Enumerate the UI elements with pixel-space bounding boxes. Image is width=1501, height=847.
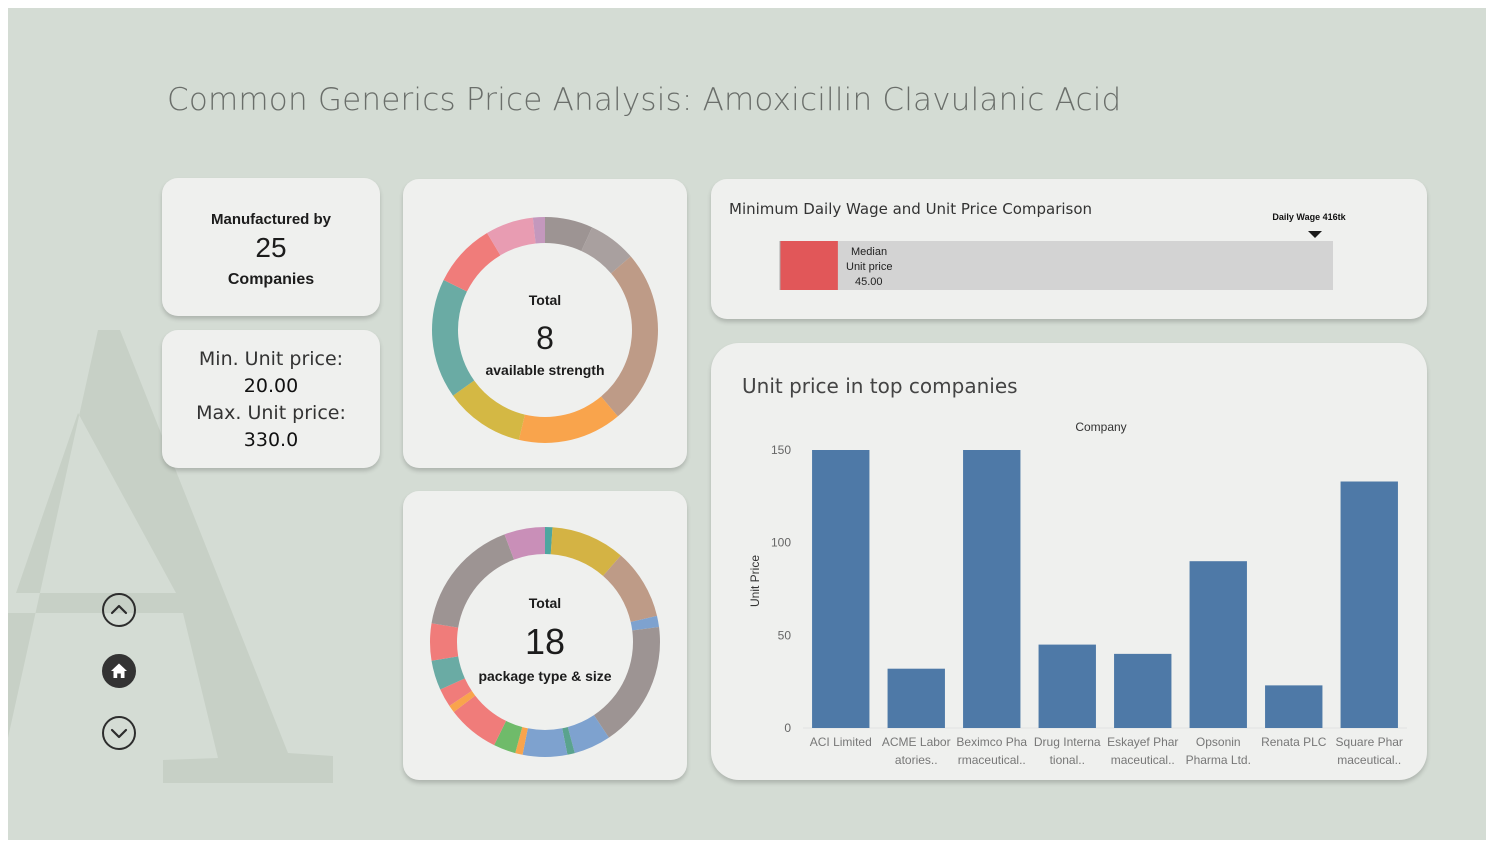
x-tick-label: rmaceutical.. [958, 753, 1026, 767]
package-donut-card: Total 18 package type & size [403, 491, 687, 780]
strength-donut-segment[interactable] [432, 280, 475, 396]
y-tick-label: 50 [778, 628, 792, 642]
package-donut-segment[interactable] [567, 715, 609, 754]
scroll-down-button[interactable] [102, 716, 136, 750]
home-button[interactable] [102, 654, 136, 688]
package-donut-segment[interactable] [562, 727, 575, 755]
package-donut-segment[interactable] [550, 527, 621, 576]
company-price-bar[interactable] [1265, 685, 1323, 728]
company-price-bar[interactable] [963, 450, 1021, 728]
package-donut-segment[interactable] [522, 728, 568, 757]
company-price-bar[interactable] [1038, 644, 1096, 728]
strength-donut-segment[interactable] [581, 227, 631, 274]
strength-donut-card: Total 8 available strength [403, 179, 687, 468]
x-tick-label: Beximco Pha [956, 735, 1027, 749]
max-price-label: Max. Unit price: [196, 402, 346, 424]
package-count: 18 [524, 621, 566, 662]
median-label-line2: Unit price [846, 261, 892, 273]
unit-price-bar-chart: Company Unit Price 0 50 100 150 ACI Limited ACM… [748, 420, 1407, 767]
strength-donut-segment[interactable] [443, 232, 501, 292]
x-tick-label: Renata PLC [1261, 735, 1327, 749]
y-axis-title: Unit Price [748, 555, 762, 607]
strength-donut-segment[interactable] [601, 256, 658, 417]
dashboard-canvas: Common Generics Price Analysis: Amoxicil… [8, 8, 1486, 840]
company-price-bar[interactable] [887, 668, 945, 728]
median-price-bar [780, 241, 838, 290]
daily-wage-marker [1307, 231, 1322, 238]
strength-donut-chart [432, 217, 658, 443]
min-price-value: 20.00 [243, 375, 299, 397]
company-price-bar[interactable] [1189, 561, 1247, 728]
y-tick-label: 100 [771, 536, 791, 550]
strength-donut-segment[interactable] [487, 217, 536, 256]
x-tick-label: tional.. [1050, 753, 1085, 767]
company-price-bar[interactable] [812, 450, 870, 728]
package-donut-segment[interactable] [545, 527, 553, 555]
daily-wage-label: Daily Wage 416tk [1272, 212, 1346, 222]
bar-panel-title: Unit price in top companies [742, 374, 1018, 398]
package-donut-segment[interactable] [515, 727, 528, 755]
company-price-bar[interactable] [1114, 653, 1172, 728]
package-donut-segment[interactable] [603, 555, 657, 623]
x-tick-label: Opsonin [1196, 735, 1241, 749]
companies-count: 25 [255, 232, 287, 263]
y-tick-label: 0 [784, 721, 791, 735]
x-tick-label: Square Phar [1336, 735, 1403, 749]
page-title: Common Generics Price Analysis: Amoxicil… [167, 82, 1122, 118]
bar-chart-card: Unit price in top companies Company Unit … [711, 343, 1427, 780]
strength-donut-segment[interactable] [532, 217, 545, 244]
strength-label-top: Total [528, 292, 562, 308]
x-tick-label: Drug Interna [1034, 735, 1101, 749]
companies-label-top: Manufactured by [210, 211, 331, 228]
min-price-label: Min. Unit price: [198, 348, 344, 370]
scroll-up-button[interactable] [102, 593, 136, 627]
x-tick-label: Pharma Ltd. [1186, 753, 1251, 767]
median-label-line1: Median [851, 246, 887, 258]
x-tick-label: maceutical.. [1337, 753, 1401, 767]
x-tick-label: maceutical.. [1111, 753, 1175, 767]
x-tick-label: atories.. [895, 753, 938, 767]
package-donut-segment[interactable] [430, 623, 459, 661]
companies-card: Manufactured by 25 Companies [162, 178, 380, 316]
package-label-bottom: package type & size [478, 668, 612, 684]
package-donut-segment[interactable] [431, 534, 515, 628]
strength-label-bottom: available strength [485, 362, 605, 378]
companies-label-bottom: Companies [227, 271, 315, 288]
wage-comparison-card: Minimum Daily Wage and Unit Price Compar… [711, 179, 1427, 319]
y-tick-label: 150 [771, 443, 791, 457]
wage-panel-title: Minimum Daily Wage and Unit Price Compar… [729, 200, 1093, 218]
package-donut-segment[interactable] [431, 656, 465, 690]
package-donut-segment[interactable] [449, 690, 476, 713]
price-range-card: Min. Unit price: 20.00 Max. Unit price: … [162, 330, 380, 468]
chevron-down-icon [110, 728, 128, 739]
strength-donut-segment[interactable] [545, 217, 593, 251]
x-tick-label: ACI Limited [810, 735, 872, 749]
x-tick-label: Eskayef Phar [1107, 735, 1178, 749]
chevron-up-icon [110, 604, 128, 615]
x-axis-title: Company [1075, 420, 1126, 434]
wage-comparison-chart: Daily Wage 416tk Median Unit price 45.00 [779, 212, 1347, 290]
strength-donut-segment[interactable] [518, 396, 618, 443]
strength-donut-segment[interactable] [452, 380, 525, 440]
wage-track [780, 241, 1333, 290]
x-tick-label: ACME Labor [882, 735, 951, 749]
package-label-top: Total [528, 595, 562, 611]
package-donut-chart [430, 527, 660, 757]
company-price-bar[interactable] [1340, 481, 1398, 728]
home-icon [111, 663, 127, 678]
package-donut-segment[interactable] [494, 720, 523, 754]
package-donut-segment[interactable] [504, 527, 545, 560]
watermark-letter-a [8, 330, 333, 783]
package-donut-segment[interactable] [593, 626, 660, 738]
package-donut-segment[interactable] [440, 678, 472, 706]
package-donut-segment[interactable] [453, 695, 507, 746]
package-donut-segment[interactable] [630, 615, 660, 631]
max-price-value: 330.0 [243, 429, 299, 451]
strength-count: 8 [536, 320, 554, 356]
median-value: 45.00 [855, 276, 883, 288]
